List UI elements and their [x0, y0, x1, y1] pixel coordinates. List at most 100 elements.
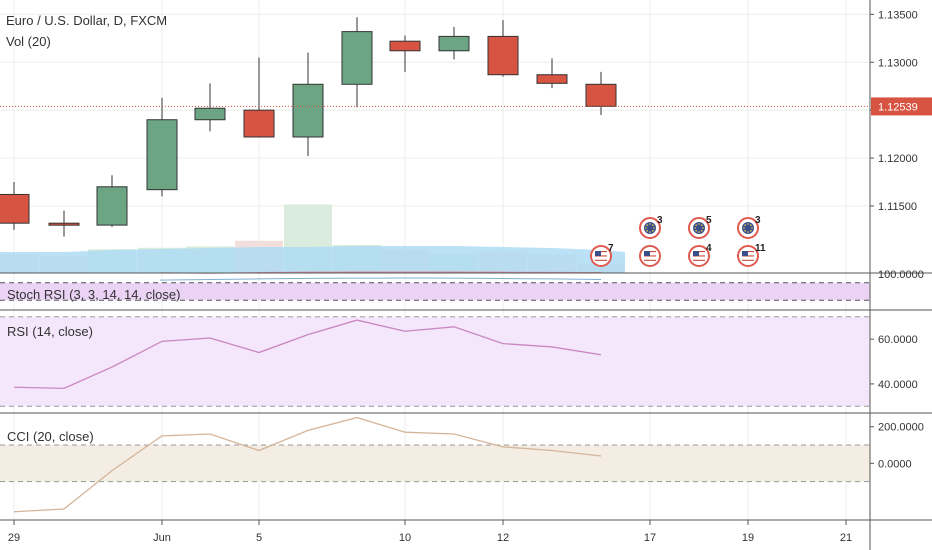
- candles[interactable]: [0, 17, 617, 237]
- event-flag-icon[interactable]: [639, 245, 661, 267]
- candle: [389, 35, 421, 72]
- stoch-rsi-label: Stoch RSI (3, 3, 14, 14, close): [7, 287, 180, 302]
- event-us-canton: [742, 251, 748, 256]
- candle: [292, 52, 324, 157]
- price-tick-label: 1.11500: [878, 201, 917, 213]
- event-flag-icon[interactable]: 3: [737, 215, 761, 239]
- event-count: 3: [755, 215, 761, 226]
- event-stripe: [595, 259, 607, 261]
- candle: [48, 210, 80, 237]
- event-stripe: [693, 257, 705, 259]
- event-star: [747, 223, 749, 225]
- event-star: [649, 231, 651, 233]
- event-star: [751, 227, 753, 229]
- x-tick-label: 5: [256, 532, 262, 544]
- event-star: [701, 230, 703, 232]
- volume-label: Vol (20): [6, 34, 51, 49]
- volume-ma-area: [0, 246, 625, 273]
- rsi-line: [13, 319, 602, 390]
- x-tick-label: 17: [644, 532, 656, 544]
- cci-line: [13, 416, 602, 513]
- candle-body: [438, 35, 470, 52]
- x-tick-label: 29: [8, 532, 20, 544]
- event-markers[interactable]: 7 3 5 4 3 11: [590, 215, 766, 267]
- candle: [194, 83, 226, 132]
- candle-body: [96, 186, 128, 226]
- candle-body: [0, 193, 30, 224]
- candle-body: [243, 109, 275, 138]
- event-star: [649, 223, 651, 225]
- price-tick-label: 1.13000: [878, 57, 918, 69]
- candle: [146, 97, 178, 197]
- event-stripe: [742, 257, 754, 259]
- event-star: [694, 227, 696, 229]
- cci-tick-label: 200.0000: [878, 422, 924, 434]
- event-star: [695, 230, 697, 232]
- rsi-band: [0, 316, 870, 407]
- stoch-band: [0, 282, 870, 301]
- event-us-canton: [595, 251, 601, 256]
- x-tick-label: 10: [399, 532, 411, 544]
- candle-body: [536, 74, 568, 84]
- candle: [0, 182, 30, 230]
- cci-label: CCI (20, close): [7, 429, 94, 444]
- cci-tick-label: 0.0000: [878, 458, 912, 470]
- event-flag-icon[interactable]: 5: [688, 215, 712, 239]
- event-star: [702, 227, 704, 229]
- event-count: 7: [608, 243, 614, 254]
- event-star: [698, 231, 700, 233]
- candle-body: [292, 83, 324, 138]
- candle: [96, 175, 128, 228]
- stoch-line: [159, 277, 602, 281]
- event-count: 4: [706, 243, 712, 254]
- x-tick-label: 21: [840, 532, 852, 544]
- candle: [487, 20, 519, 77]
- price-tick-label: 1.12000: [878, 153, 918, 165]
- event-star: [646, 230, 648, 232]
- candle-body: [146, 119, 178, 191]
- event-stripe: [742, 259, 754, 261]
- candle: [585, 71, 617, 115]
- event-flag-icon[interactable]: 4: [688, 243, 712, 267]
- event-star: [744, 230, 746, 232]
- last-price-label: 1.12539: [878, 101, 918, 113]
- candle: [438, 26, 470, 60]
- rsi-label: RSI (14, close): [7, 324, 93, 339]
- event-star: [750, 230, 752, 232]
- rsi-tick-label: 40.0000: [878, 379, 918, 391]
- event-count: 3: [657, 215, 663, 226]
- event-flag-icon[interactable]: 11: [737, 243, 766, 267]
- candle: [536, 58, 568, 89]
- chart-title: Euro / U.S. Dollar, D, FXCM: [6, 13, 167, 28]
- x-tick-label: 19: [742, 532, 754, 544]
- candle-body: [341, 31, 373, 85]
- x-tick-label: 12: [497, 532, 509, 544]
- event-star: [695, 224, 697, 226]
- event-star: [743, 227, 745, 229]
- candle: [243, 57, 275, 138]
- event-us-canton: [644, 251, 650, 256]
- price-tick-label: 1.13500: [878, 9, 918, 21]
- last-price-badge: [871, 97, 932, 116]
- event-flag-icon[interactable]: 3: [639, 215, 663, 239]
- event-star: [698, 223, 700, 225]
- event-count: 5: [706, 215, 712, 226]
- candle-body: [48, 222, 80, 226]
- event-star: [701, 224, 703, 226]
- event-star: [646, 224, 648, 226]
- event-stripe: [595, 257, 607, 259]
- event-star: [653, 227, 655, 229]
- event-star: [744, 224, 746, 226]
- candle: [341, 17, 373, 108]
- event-star: [652, 230, 654, 232]
- event-flag-icon[interactable]: 7: [590, 243, 614, 267]
- stoch-tick-label: 100.0000: [878, 269, 924, 281]
- event-star: [747, 231, 749, 233]
- event-star: [652, 224, 654, 226]
- event-stripe: [644, 259, 656, 261]
- event-stripe: [693, 259, 705, 261]
- candle-body: [487, 35, 519, 76]
- event-stripe: [644, 257, 656, 259]
- x-tick-label: Jun: [153, 532, 171, 544]
